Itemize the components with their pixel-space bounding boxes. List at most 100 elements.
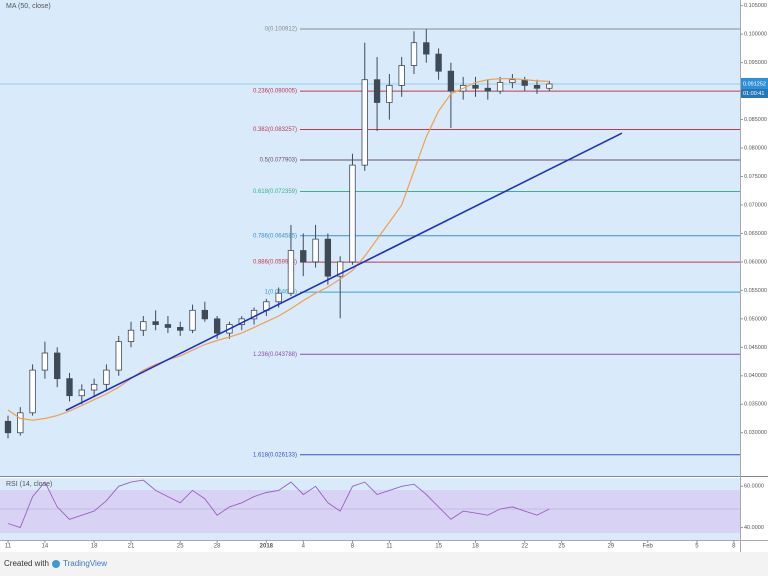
ma-line [7, 78, 550, 421]
rsi-tick-label: 40.0000 [744, 525, 764, 531]
candle-body [287, 250, 295, 294]
candle-body [373, 79, 381, 103]
candle-body [140, 321, 147, 331]
candle-body [349, 164, 356, 263]
candle-body [324, 238, 332, 277]
candle-body [177, 326, 184, 331]
ma-label: MA (50, close) [6, 3, 51, 10]
fib-label: 0.382(0.083257) [253, 127, 297, 133]
candle-body [533, 85, 541, 89]
candle-body [78, 389, 85, 397]
y-tick-label: 0.085000 [744, 117, 767, 123]
fib-label: 1(0.054695) [265, 290, 297, 296]
footer-brand[interactable]: TradingView [63, 559, 107, 568]
footer-text: Created with [4, 559, 49, 568]
x-tick-label: 11 [386, 544, 393, 550]
candle-body [4, 420, 12, 434]
rsi-band [0, 490, 740, 533]
y-tick-label: 0.040000 [744, 373, 767, 379]
candle-body [484, 87, 491, 92]
y-tick-label: 0.105000 [744, 3, 767, 9]
main-pane [0, 0, 740, 476]
candle-body [275, 292, 282, 303]
candle-body [472, 85, 479, 89]
candle-body [189, 309, 196, 331]
y-tick-label: 0.055000 [744, 288, 767, 294]
candle-body [54, 352, 61, 380]
candle-body [496, 82, 504, 92]
x-tick-label: 21 [128, 544, 135, 550]
x-tick-label: 25 [177, 544, 184, 550]
y-tick-label: 0.050000 [744, 316, 767, 322]
candle-body [41, 352, 49, 371]
y-tick-label: 0.095000 [744, 60, 767, 66]
x-tick-label: 18 [472, 544, 479, 550]
x-tick-label: 8 [732, 544, 736, 550]
y-tick-label: 0.075000 [744, 174, 767, 180]
rsi-line [7, 479, 550, 529]
candle-body [90, 383, 98, 391]
candle-body [509, 79, 516, 83]
x-tick-label: 18 [91, 544, 98, 550]
x-tick-label: 5 [695, 544, 699, 550]
y-tick-label: 0.035000 [744, 402, 767, 408]
y-tick-label: 0.070000 [744, 202, 767, 208]
fib-label: 0.236(0.090005) [253, 89, 297, 95]
x-tick-label: 11 [5, 544, 12, 550]
candle-body [201, 309, 209, 320]
countdown-badge [741, 88, 768, 98]
candle-body [300, 250, 307, 263]
candle-body [115, 341, 122, 371]
x-tick-label: 15 [435, 544, 442, 550]
candle-body [66, 378, 73, 397]
candle-body [447, 70, 455, 92]
trendline [65, 132, 623, 412]
x-tick-label: 2018 [260, 544, 274, 550]
x-tick-label: 22 [521, 544, 528, 550]
fib-label: 1.618(0.026133) [253, 452, 297, 458]
y-tick-label: 0.080000 [744, 145, 767, 151]
candle-body [17, 412, 24, 434]
candle-body [336, 261, 344, 277]
fib-label: 0.618(0.072359) [253, 189, 297, 195]
fib-label: 0.5(0.077903) [260, 158, 297, 164]
price-badge-label: 0.091252 [743, 81, 766, 87]
x-tick-label: 29 [607, 544, 614, 550]
candle-body [213, 318, 221, 334]
candle-body [521, 79, 528, 86]
x-tick-label: 28 [214, 544, 221, 550]
fib-label: 0(0.100912) [265, 27, 297, 33]
y-tick-label: 0.030000 [744, 430, 767, 436]
candle-body [398, 65, 405, 86]
rsi-tick-label: 60.0000 [744, 484, 764, 490]
candle-body [164, 324, 172, 328]
candle-body [312, 238, 319, 263]
candle-body [435, 53, 442, 72]
x-tick-label: Feb [643, 544, 654, 550]
candle-body [546, 83, 553, 89]
rsi-label: RSI (14, close) [6, 481, 52, 488]
fib-label: 0.786(0.064585) [253, 233, 297, 239]
x-tick-label: 25 [558, 544, 565, 550]
y-tick-label: 0.060000 [744, 259, 767, 265]
candle-body [423, 42, 430, 55]
candle-body [386, 85, 393, 103]
x-tick-label: 8 [351, 544, 355, 550]
x-tick-label: 4 [302, 544, 306, 550]
candle-body [152, 321, 159, 325]
candle-body [410, 42, 418, 66]
y-tick-label: 0.065000 [744, 231, 767, 237]
candle-body [29, 369, 36, 414]
y-tick-label: 0.045000 [744, 345, 767, 351]
y-tick-label: 0.100000 [744, 32, 767, 38]
fib-label: 0.886(0.059964) [253, 260, 297, 266]
x-tick-label: 14 [42, 544, 49, 550]
footer [0, 552, 768, 576]
tv-logo [52, 560, 60, 568]
candle-body [103, 369, 110, 385]
candle-body [127, 329, 135, 343]
candle-body [361, 79, 368, 166]
countdown-label: 01:00:41 [743, 91, 764, 97]
